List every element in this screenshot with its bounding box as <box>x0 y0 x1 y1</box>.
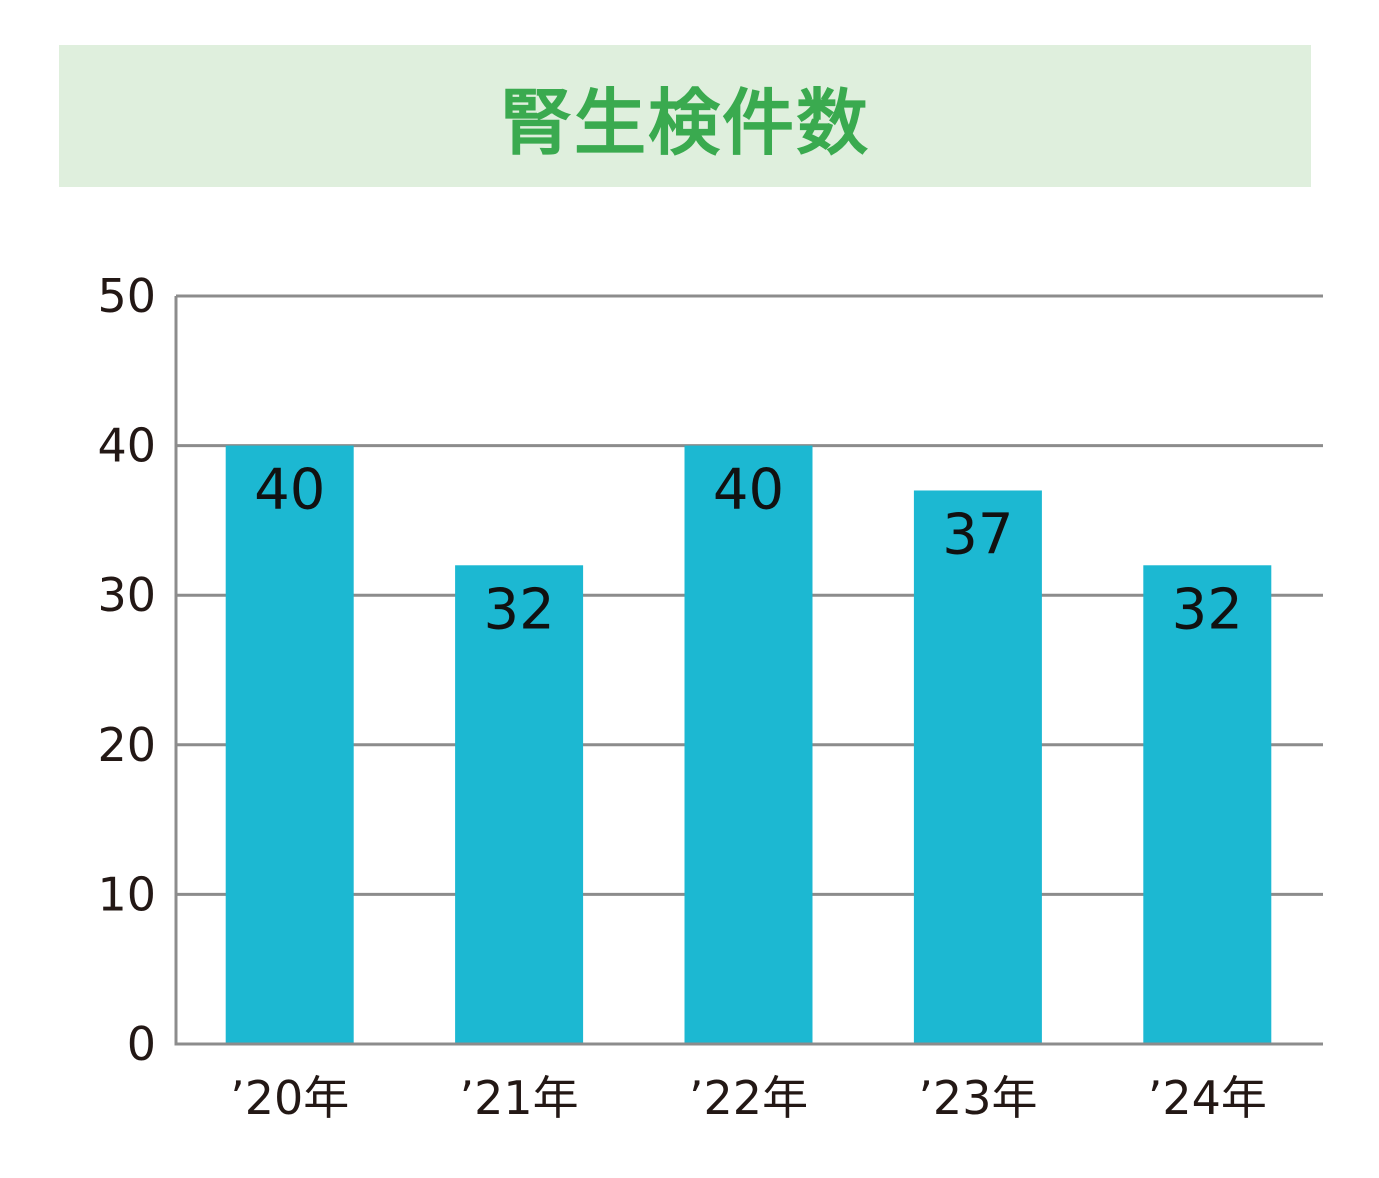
labels: 0 10 20 30 40 50 40 ’20年 32 ’21年 40 ’22年 37 ’23年 32 ’24… <box>97 269 1266 1125</box>
y-tick-label-0: 0 <box>127 1017 156 1071</box>
chart-title: 腎生検件数 <box>499 80 870 165</box>
x-category-label-4: ’24年 <box>1148 1071 1267 1125</box>
axes <box>174 296 1323 1046</box>
bar-0 <box>225 445 354 1045</box>
x-category-label-2: ’22年 <box>689 1071 808 1125</box>
bar-2 <box>684 445 813 1045</box>
y-tick-label-40: 40 <box>97 419 156 473</box>
bar-4 <box>1143 565 1272 1044</box>
data-label-4: 32 <box>1172 577 1243 642</box>
y-tick-label-20: 20 <box>97 718 156 772</box>
data-label-2: 40 <box>713 458 784 523</box>
y-tick-label-30: 30 <box>97 568 156 622</box>
y-tick-label-10: 10 <box>97 867 156 921</box>
x-category-label-3: ’23年 <box>918 1071 1037 1125</box>
data-label-0: 40 <box>254 458 325 523</box>
bar-3 <box>913 490 1042 1045</box>
x-category-label-1: ’21年 <box>460 1071 579 1125</box>
chart-title-banner: 腎生検件数 <box>59 45 1311 187</box>
data-label-1: 32 <box>483 577 554 642</box>
data-label-3: 37 <box>942 502 1013 567</box>
x-category-label-0: ’20年 <box>230 1071 349 1125</box>
bars <box>225 445 1272 1045</box>
y-tick-label-50: 50 <box>97 269 156 323</box>
bar-1 <box>455 565 584 1044</box>
